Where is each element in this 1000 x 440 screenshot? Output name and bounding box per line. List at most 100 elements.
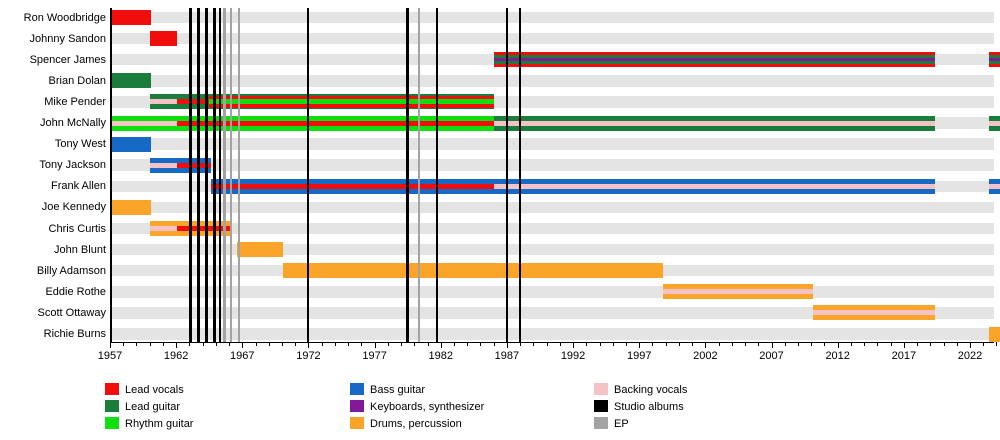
x-axis-minor-tick: [731, 342, 733, 346]
legend-label-backing_vocals: Backing vocals: [614, 384, 688, 396]
member-bar: [493, 115, 935, 131]
member-name: Frank Allen: [50, 180, 106, 193]
role-stripe-rhythm_guitar: [209, 99, 494, 105]
legend-swatch-keyboards: [350, 400, 364, 412]
role-stripe-bass_guitar: [210, 188, 494, 194]
member-name: Joe Kennedy: [41, 201, 106, 214]
x-axis-minor-tick: [268, 342, 270, 346]
x-axis-minor-tick: [996, 342, 998, 346]
member-name: John McNally: [39, 117, 106, 129]
role-stripe-rhythm_guitar: [177, 115, 494, 121]
ep-line: [417, 8, 421, 342]
x-axis-minor-tick: [149, 342, 151, 346]
x-axis-major-tick: [903, 342, 905, 348]
x-axis-minor-tick: [533, 342, 535, 346]
x-axis-minor-tick: [401, 342, 403, 346]
x-axis-minor-tick: [480, 342, 482, 346]
role-stripe-backing_vocals: [493, 183, 935, 189]
member-name: Scott Ottaway: [37, 306, 106, 319]
member-name: Tony Jackson: [39, 159, 106, 172]
legend-swatch-lead_vocals: [105, 383, 119, 395]
x-axis-major-tick: [970, 342, 971, 348]
x-axis-minor-tick: [348, 342, 350, 346]
ep-line: [223, 8, 226, 342]
x-axis-minor-tick: [665, 342, 667, 346]
role-stripe-lead_guitar: [493, 125, 935, 131]
role-stripe-lead_guitar: [988, 125, 1000, 131]
x-axis-minor-tick: [136, 342, 138, 346]
x-axis-tick-label: 1967: [230, 350, 255, 362]
legend-swatch-bass_guitar: [350, 383, 364, 395]
x-axis-tick-label: 1977: [362, 350, 387, 362]
x-axis-tick-label: 1987: [494, 350, 520, 362]
x-axis-minor-tick: [599, 342, 601, 346]
x-axis-major-tick: [705, 342, 707, 348]
role-stripe-lead_vocals: [988, 64, 1000, 68]
role-stripe-drums: [812, 315, 935, 321]
x-axis-major-tick: [506, 342, 508, 348]
member-bar: [493, 178, 935, 194]
role-stripe-drums: [110, 199, 151, 215]
x-axis-minor-tick: [427, 342, 429, 346]
x-axis-major-tick: [110, 342, 111, 348]
legend-label-keyboards: Keyboards, synthesizer: [370, 401, 485, 413]
x-axis-minor-tick: [454, 342, 455, 346]
x-axis-minor-tick: [983, 342, 985, 346]
member-name: Ron Woodbridge: [23, 11, 106, 24]
role-stripe-rhythm_guitar: [110, 125, 178, 131]
role-stripe-lead_guitar: [988, 115, 1000, 121]
x-axis-major-tick: [242, 342, 244, 348]
member-bar: [812, 305, 935, 321]
role-stripe-drums: [237, 242, 284, 258]
role-stripe-bass_guitar: [149, 157, 178, 163]
legend-label-rhythm_guitar: Rhythm guitar: [125, 418, 194, 430]
x-axis-minor-tick: [546, 342, 548, 346]
x-axis-line: [110, 342, 994, 344]
role-stripe-drums: [149, 231, 178, 236]
member-bar: [493, 52, 935, 68]
member-bar: [110, 199, 151, 215]
x-axis-minor-tick: [890, 342, 892, 346]
row-band: [110, 222, 994, 235]
role-stripe-lead_vocals: [177, 120, 494, 126]
role-stripe-drums: [177, 231, 232, 236]
role-stripe-backing_vocals: [988, 120, 1000, 126]
role-stripe-lead_vocals: [149, 31, 178, 47]
x-axis-tick-label: 1992: [560, 350, 586, 362]
x-axis-major-tick: [639, 342, 641, 348]
x-axis-minor-tick: [678, 342, 680, 346]
role-stripe-lead_vocals: [209, 104, 494, 108]
x-axis-tick-label: 2022: [957, 350, 983, 362]
member-bar: [283, 263, 664, 279]
x-axis-major-tick: [176, 342, 178, 348]
role-stripe-lead_guitar: [988, 61, 1000, 65]
x-axis-minor-tick: [652, 342, 654, 346]
x-axis-tick-label: 2012: [825, 350, 850, 362]
studio-album-line: [406, 8, 409, 342]
x-axis-minor-tick: [123, 342, 125, 346]
legend-swatch-ep: [594, 417, 608, 429]
legend-label-bass_guitar: Bass guitar: [370, 384, 426, 396]
x-axis-minor-tick: [626, 342, 627, 346]
member-bar: [988, 115, 1000, 131]
row-band: [110, 201, 994, 214]
role-stripe-backing_vocals: [988, 183, 1000, 189]
row-band: [110, 32, 994, 45]
legend-label-lead_guitar: Lead guitar: [125, 401, 181, 413]
member-bar: [988, 326, 1000, 342]
member-bar: [177, 115, 494, 131]
member-name: Tony West: [54, 138, 106, 151]
role-stripe-lead_guitar: [177, 94, 210, 100]
legend-label-drums: Drums, percussion: [370, 418, 462, 430]
row-band: [110, 96, 994, 108]
legend-swatch-rhythm_guitar: [105, 417, 119, 429]
role-stripe-lead_vocals: [210, 183, 494, 189]
x-axis-minor-tick: [414, 342, 416, 346]
role-stripe-bass_guitar: [177, 167, 211, 173]
role-stripe-rhythm_guitar: [177, 125, 494, 131]
role-stripe-lead_guitar: [177, 104, 210, 110]
x-axis-minor-tick: [850, 342, 852, 346]
ep-line: [237, 8, 241, 342]
legend-label-lead_vocals: Lead vocals: [125, 384, 184, 396]
